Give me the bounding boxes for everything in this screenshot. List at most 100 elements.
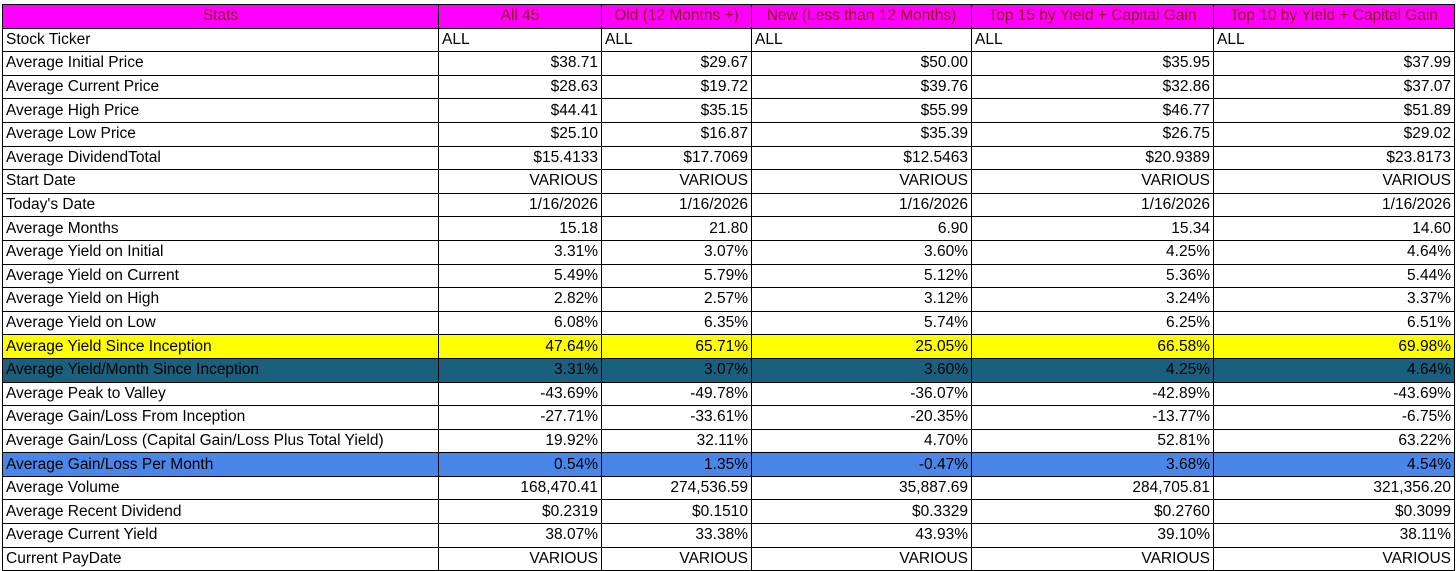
header-cell[interactable]: New (Less than 12 Months) (751, 4, 972, 29)
data-cell[interactable]: 21.80 (601, 216, 752, 241)
data-cell[interactable]: $0.3099 (1213, 499, 1455, 525)
row-label[interactable]: Average Low Price (2, 121, 439, 147)
data-cell[interactable]: 15.18 (438, 216, 602, 241)
data-cell[interactable]: 32.11% (601, 428, 752, 454)
data-cell[interactable]: $12.5463 (751, 145, 972, 171)
header-cell[interactable]: Top 10 by Yield + Capital Gain (1213, 4, 1455, 29)
header-cell[interactable]: All 45 (438, 4, 602, 29)
row-label[interactable]: Average Yield on Current (2, 263, 439, 289)
data-cell[interactable]: $38.71 (438, 51, 602, 76)
data-cell[interactable]: 65.71% (601, 334, 752, 359)
data-cell[interactable]: 38.11% (1213, 523, 1455, 548)
data-cell[interactable]: 4.25% (971, 357, 1214, 383)
row-label[interactable]: Average Yield/Month Since Inception (2, 357, 439, 383)
row-label[interactable]: Start Date (2, 169, 439, 194)
data-cell[interactable]: $32.86 (971, 74, 1214, 100)
data-cell[interactable]: 3.24% (971, 287, 1214, 312)
data-cell[interactable]: -43.69% (1213, 381, 1455, 407)
row-label[interactable]: Average Gain/Loss (Capital Gain/Loss Plu… (2, 428, 439, 454)
data-cell[interactable]: $35.39 (751, 121, 972, 147)
data-cell[interactable]: $26.75 (971, 121, 1214, 147)
data-cell[interactable]: 3.60% (751, 357, 972, 383)
data-cell[interactable]: $37.99 (1213, 51, 1455, 76)
data-cell[interactable]: 3.31% (438, 239, 602, 265)
data-cell[interactable]: 1/16/2026 (751, 192, 972, 218)
data-cell[interactable]: 4.54% (1213, 452, 1455, 477)
data-cell[interactable]: 25.05% (751, 334, 972, 359)
data-cell[interactable]: ALL (601, 27, 752, 53)
data-cell[interactable]: 47.64% (438, 334, 602, 359)
data-cell[interactable]: 3.07% (601, 357, 752, 383)
row-label[interactable]: Average Yield Since Inception (2, 334, 439, 359)
data-cell[interactable]: ALL (971, 27, 1214, 53)
data-cell[interactable]: -43.69% (438, 381, 602, 407)
data-cell[interactable]: 43.93% (751, 523, 972, 548)
row-label[interactable]: Average Current Price (2, 74, 439, 100)
data-cell[interactable]: $55.99 (751, 98, 972, 123)
data-cell[interactable]: 5.36% (971, 263, 1214, 289)
data-cell[interactable]: -13.77% (971, 405, 1214, 430)
row-label[interactable]: Today's Date (2, 192, 439, 218)
row-label[interactable]: Average Gain/Loss Per Month (2, 452, 439, 477)
data-cell[interactable]: 6.25% (971, 310, 1214, 336)
data-cell[interactable]: 2.57% (601, 287, 752, 312)
data-cell[interactable]: $50.00 (751, 51, 972, 76)
data-cell[interactable]: 69.98% (1213, 334, 1455, 359)
data-cell[interactable]: 6.35% (601, 310, 752, 336)
data-cell[interactable]: 6.08% (438, 310, 602, 336)
data-cell[interactable]: 1.35% (601, 452, 752, 477)
data-cell[interactable]: 3.60% (751, 239, 972, 265)
data-cell[interactable]: ALL (1213, 27, 1455, 53)
data-cell[interactable]: -33.61% (601, 405, 752, 430)
data-cell[interactable]: 66.58% (971, 334, 1214, 359)
row-label[interactable]: Average Yield on Low (2, 310, 439, 336)
data-cell[interactable]: 39.10% (971, 523, 1214, 548)
data-cell[interactable]: VARIOUS (601, 546, 752, 571)
data-cell[interactable]: $15.4133 (438, 145, 602, 171)
data-cell[interactable]: VARIOUS (971, 169, 1214, 194)
data-cell[interactable]: $25.10 (438, 121, 602, 147)
data-cell[interactable]: ALL (751, 27, 972, 53)
data-cell[interactable]: 5.74% (751, 310, 972, 336)
row-label[interactable]: Average Yield on High (2, 287, 439, 312)
data-cell[interactable]: VARIOUS (438, 169, 602, 194)
header-cell[interactable]: Stats (2, 4, 439, 29)
row-label[interactable]: Average Current Yield (2, 523, 439, 548)
data-cell[interactable]: 14.60 (1213, 216, 1455, 241)
data-cell[interactable]: ALL (438, 27, 602, 53)
data-cell[interactable]: $0.2319 (438, 499, 602, 525)
data-cell[interactable]: 15.34 (971, 216, 1214, 241)
data-cell[interactable]: 63.22% (1213, 428, 1455, 454)
data-cell[interactable]: 2.82% (438, 287, 602, 312)
data-cell[interactable]: -36.07% (751, 381, 972, 407)
data-cell[interactable]: $44.41 (438, 98, 602, 123)
header-cell[interactable]: Top 15 by Yield + Capital Gain (971, 4, 1214, 29)
row-label[interactable]: Average Months (2, 216, 439, 241)
data-cell[interactable]: $39.76 (751, 74, 972, 100)
row-label[interactable]: Average Initial Price (2, 51, 439, 76)
data-cell[interactable]: 3.31% (438, 357, 602, 383)
data-cell[interactable]: VARIOUS (1213, 169, 1455, 194)
data-cell[interactable]: 168,470.41 (438, 475, 602, 501)
data-cell[interactable]: 4.25% (971, 239, 1214, 265)
data-cell[interactable]: 0.54% (438, 452, 602, 477)
data-cell[interactable]: $20.9389 (971, 145, 1214, 171)
data-cell[interactable]: -20.35% (751, 405, 972, 430)
data-cell[interactable]: 1/16/2026 (438, 192, 602, 218)
data-cell[interactable]: $46.77 (971, 98, 1214, 123)
data-cell[interactable]: VARIOUS (751, 169, 972, 194)
data-cell[interactable]: VARIOUS (971, 546, 1214, 571)
data-cell[interactable]: 3.37% (1213, 287, 1455, 312)
data-cell[interactable]: 6.90 (751, 216, 972, 241)
data-cell[interactable]: 1/16/2026 (971, 192, 1214, 218)
data-cell[interactable]: $29.02 (1213, 121, 1455, 147)
data-cell[interactable]: 3.68% (971, 452, 1214, 477)
data-cell[interactable]: 3.12% (751, 287, 972, 312)
row-label[interactable]: Average Gain/Loss From Inception (2, 405, 439, 430)
data-cell[interactable]: 4.64% (1213, 357, 1455, 383)
row-label[interactable]: Average High Price (2, 98, 439, 123)
data-cell[interactable]: 5.44% (1213, 263, 1455, 289)
data-cell[interactable]: -27.71% (438, 405, 602, 430)
data-cell[interactable]: $0.2760 (971, 499, 1214, 525)
data-cell[interactable]: $29.67 (601, 51, 752, 76)
